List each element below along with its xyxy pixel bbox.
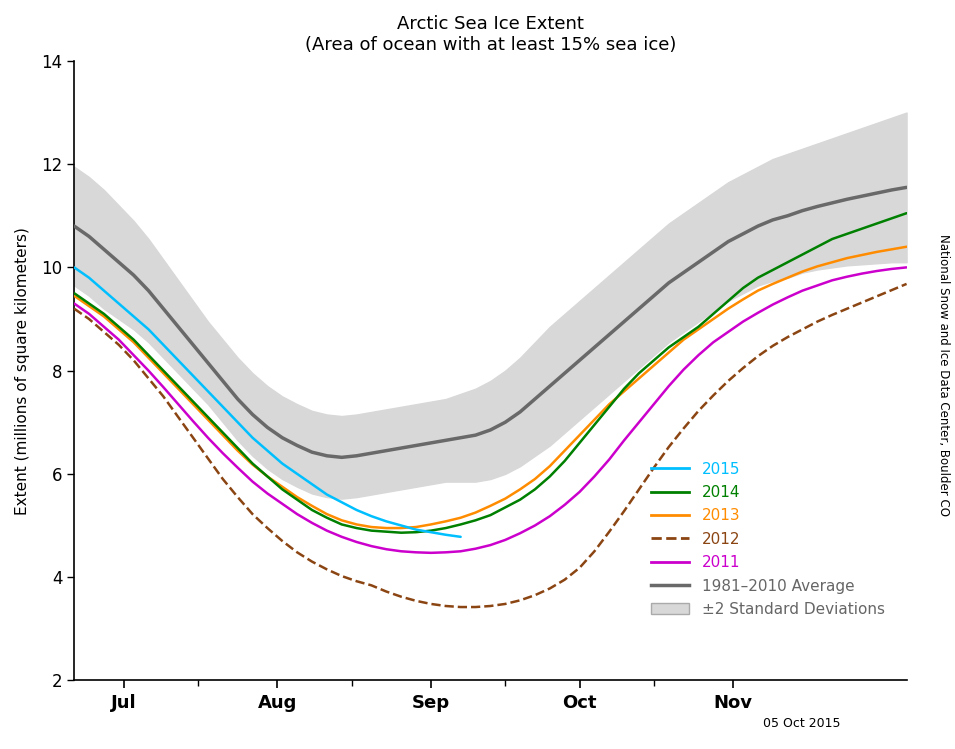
Legend: 2015, 2014, 2013, 2012, 2011, 1981–2010 Average, ±2 Standard Deviations: 2015, 2014, 2013, 2012, 2011, 1981–2010 … <box>645 455 891 623</box>
Y-axis label: Extent (millions of square kilometers): Extent (millions of square kilometers) <box>15 227 30 515</box>
Text: National Snow and Ice Data Center, Boulder CO: National Snow and Ice Data Center, Bould… <box>937 234 950 515</box>
Title: Arctic Sea Ice Extent
(Area of ocean with at least 15% sea ice): Arctic Sea Ice Extent (Area of ocean wit… <box>305 15 676 54</box>
Text: 05 Oct 2015: 05 Oct 2015 <box>763 718 840 730</box>
